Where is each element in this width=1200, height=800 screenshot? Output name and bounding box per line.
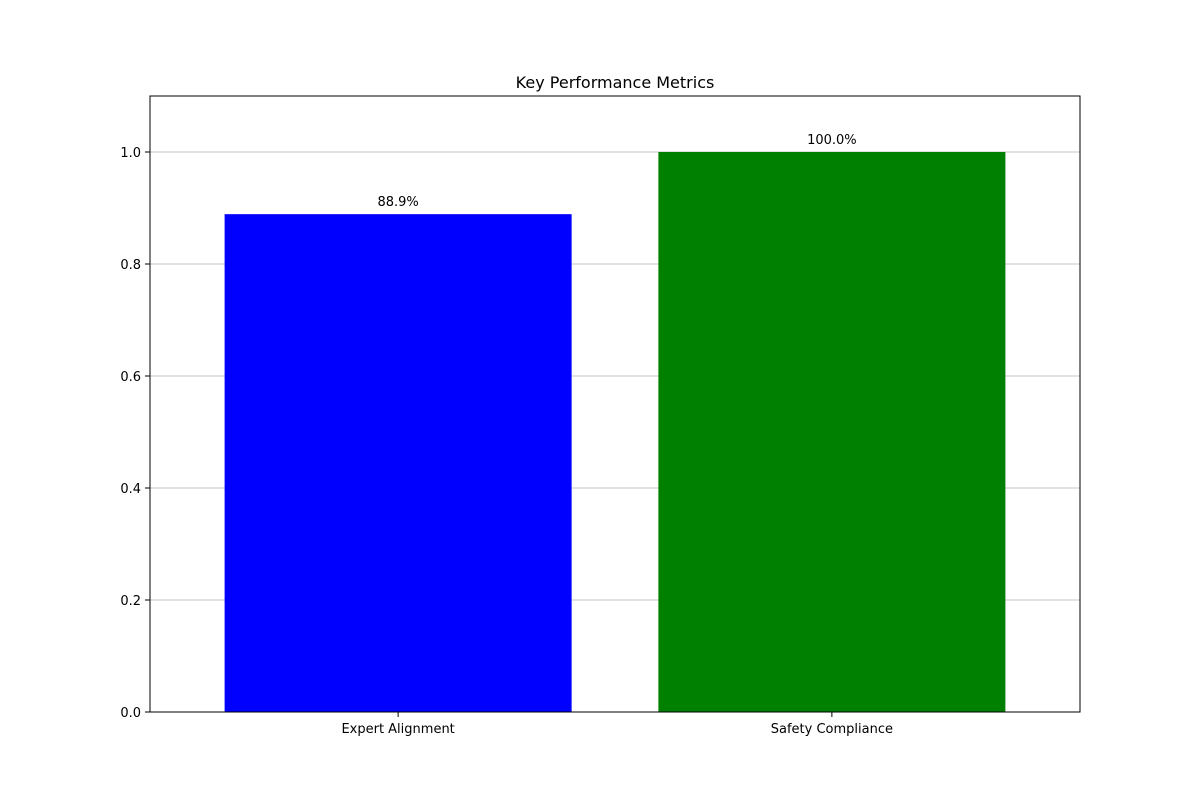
y-tick-label: 0.6 [120,370,141,385]
bar-value-label: 88.9% [377,195,418,210]
data-labels: 88.9% 100.0% [377,133,856,210]
y-tick-label: 0.0 [120,706,141,721]
chart-title: Key Performance Metrics [516,73,715,92]
y-tick-label: 1.0 [120,146,141,161]
bar-expert-alignment [224,214,572,712]
bar-safety-compliance [658,152,1006,712]
y-tick-label: 0.4 [120,482,141,497]
axes: 0.0 0.2 0.4 0.6 0.8 1.0 Expert Alignment Safety… [120,146,893,737]
y-tick-label: 0.2 [120,594,141,609]
x-tick-label: Expert Alignment [341,722,454,737]
bars [224,152,1006,712]
bar-value-label: 100.0% [807,133,857,148]
plot-frame [149,95,1081,713]
x-tick-label: Safety Compliance [771,722,893,737]
y-tick-label: 0.8 [120,258,141,273]
